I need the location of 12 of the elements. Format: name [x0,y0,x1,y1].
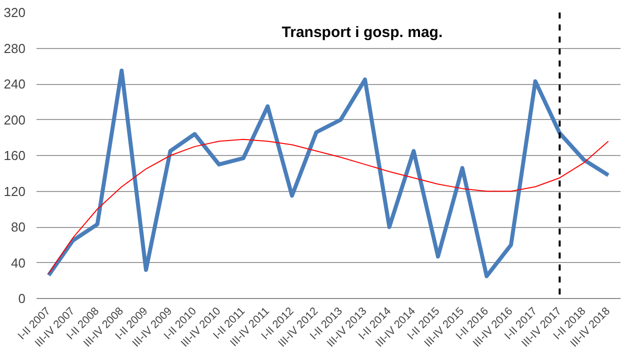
y-tick-label: 320 [4,5,26,20]
y-tick-label: 240 [4,76,26,92]
y-tick-label: 40 [11,255,26,270]
y-tick-label: 80 [11,220,26,234]
y-tick-label: 160 [4,148,26,163]
y-tick-label: 0 [18,291,26,306]
y-tick-label: 280 [4,40,26,56]
y-tick-label: 200 [4,112,26,128]
line-series [46,68,610,278]
y-tick-label: 120 [4,184,26,199]
text: Transport i gosp. mag. [282,24,443,42]
line-series [48,138,609,274]
